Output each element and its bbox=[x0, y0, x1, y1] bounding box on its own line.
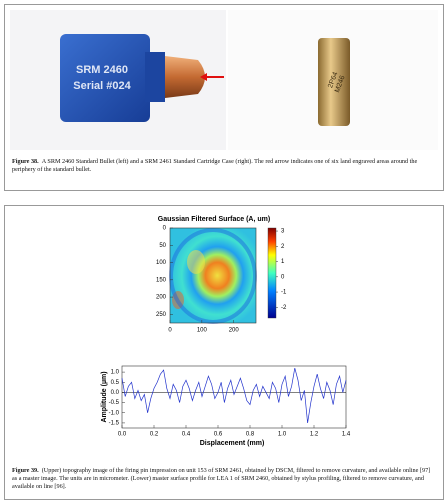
heatmap-title: Gaussian Filtered Surface (A, um) bbox=[158, 216, 270, 223]
caption: Figure 38. A SRM 2460 Standard Bullet (le… bbox=[12, 158, 436, 174]
block-text: Serial #024 bbox=[73, 80, 131, 92]
caption-label: Figure 39. bbox=[12, 467, 39, 474]
block-neck bbox=[145, 52, 165, 102]
y-tick-label: 200 bbox=[156, 295, 167, 301]
blue-block bbox=[60, 34, 150, 122]
colorbar-tick-label: 2 bbox=[281, 244, 285, 250]
colorbar-tick-label: 3 bbox=[281, 229, 285, 235]
heatmap-image bbox=[170, 228, 256, 323]
colorbar-tick-label: -2 bbox=[281, 305, 287, 311]
colorbar-tick-label: -1 bbox=[281, 290, 287, 296]
y-tick-label: 100 bbox=[156, 260, 167, 266]
x-tick-label: 1.2 bbox=[310, 432, 319, 438]
figure-frame bbox=[4, 4, 444, 191]
x-tick-label: 100 bbox=[197, 328, 208, 334]
colorbar-tick-label: 1 bbox=[281, 259, 285, 265]
x-tick-label: 0.2 bbox=[150, 432, 159, 438]
x-axis-label: Displacement (mm) bbox=[200, 440, 265, 447]
y-tick-label: 0.0 bbox=[111, 390, 120, 396]
x-tick-label: 0.4 bbox=[182, 432, 191, 438]
x-tick-label: 1.4 bbox=[342, 432, 351, 438]
x-tick-label: 0.6 bbox=[214, 432, 223, 438]
heatmap-frame bbox=[169, 227, 257, 324]
heatmap-detail bbox=[172, 291, 184, 309]
colorbar bbox=[267, 227, 277, 319]
profile-frame bbox=[121, 365, 347, 429]
y-tick-label: -1.0 bbox=[109, 410, 120, 416]
x-tick-label: 200 bbox=[229, 328, 240, 334]
y-tick-label: 250 bbox=[156, 312, 167, 318]
y-tick-label: 50 bbox=[159, 243, 166, 249]
block-text: SRM 2460 bbox=[76, 64, 128, 76]
x-tick-label: 1.0 bbox=[278, 432, 287, 438]
figure-frame bbox=[4, 205, 444, 500]
x-tick-label: 0.0 bbox=[118, 432, 127, 438]
colorbar-tick-label: 0 bbox=[281, 274, 285, 280]
y-tick-label: 0.5 bbox=[111, 380, 120, 386]
y-tick-label: -0.5 bbox=[109, 400, 120, 406]
x-tick-label: 0.8 bbox=[246, 432, 255, 438]
y-tick-label: -1.5 bbox=[109, 420, 120, 426]
heatmap-ring bbox=[169, 228, 257, 324]
arrow-head bbox=[200, 73, 207, 81]
x-tick-label: 0 bbox=[168, 328, 172, 334]
profile-line bbox=[121, 367, 347, 423]
caption-text: (Upper) topography image of the firing p… bbox=[12, 467, 431, 490]
caption-text: A SRM 2460 Standard Bullet (left) and a … bbox=[12, 158, 418, 173]
y-tick-label: 150 bbox=[156, 277, 167, 283]
caption-label: Figure 38. bbox=[12, 158, 39, 165]
y-axis-label: Amplitude (µm) bbox=[101, 371, 108, 422]
heatmap-detail bbox=[187, 250, 205, 274]
y-tick-label: 1.0 bbox=[111, 370, 120, 376]
caption: Figure 39. (Upper) topography image of th… bbox=[12, 467, 436, 491]
cartridge-case bbox=[318, 38, 350, 126]
y-tick-label: 0 bbox=[163, 226, 167, 232]
bullet bbox=[165, 56, 205, 98]
